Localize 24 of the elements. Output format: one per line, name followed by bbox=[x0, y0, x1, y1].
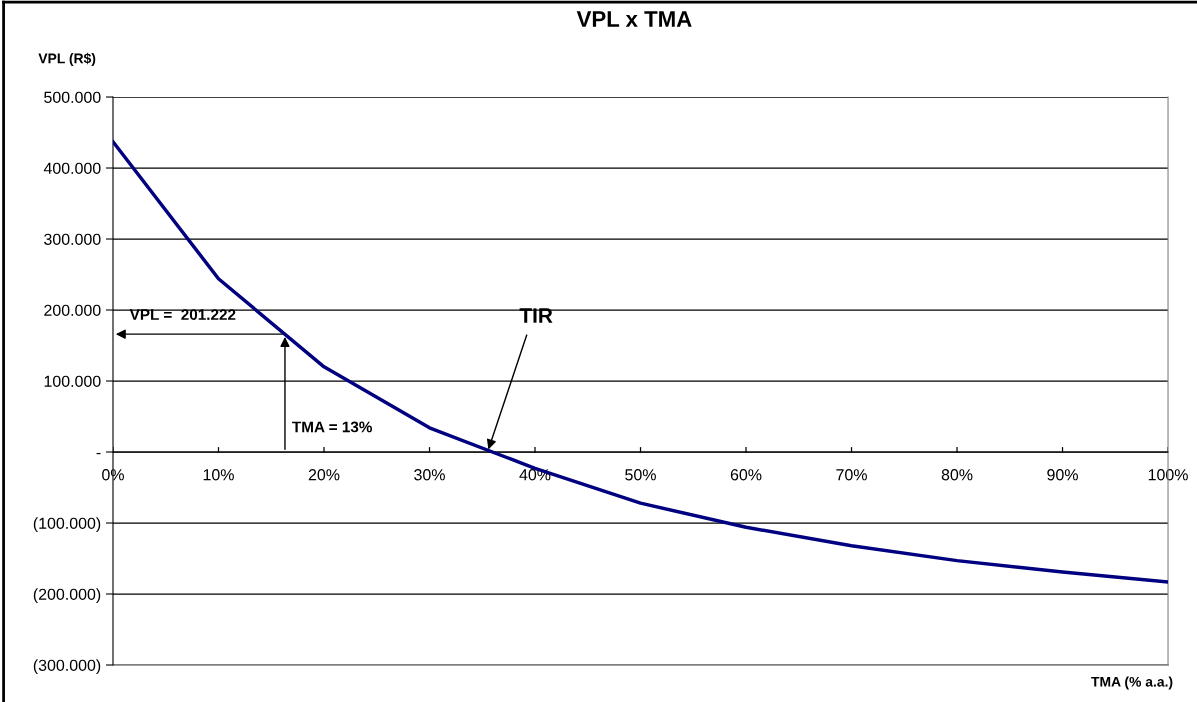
x-tick-label: 100% bbox=[1148, 469, 1188, 481]
y-tick-label: 500.000 bbox=[44, 91, 101, 103]
y-tick-label: 100.000 bbox=[44, 375, 101, 387]
chart-title: VPL x TMA bbox=[576, 11, 692, 27]
annotation: TMA = 13% bbox=[292, 421, 373, 433]
y-tick-label: (200.000) bbox=[33, 588, 101, 604]
y-axis-title: VPL (R$) bbox=[38, 52, 96, 67]
x-tick-label: 70% bbox=[836, 469, 867, 481]
annotation: VPL = 201.222 bbox=[129, 309, 236, 321]
x-tick-label: 60% bbox=[730, 469, 762, 481]
x-tick-label: 10% bbox=[203, 469, 234, 481]
x-tick-label: 90% bbox=[1047, 469, 1078, 481]
y-tick-label: - bbox=[96, 452, 101, 455]
y-tick-label: 300.000 bbox=[44, 233, 101, 245]
y-tick-label: 200.000 bbox=[44, 304, 101, 316]
x-tick-label: 50% bbox=[625, 469, 656, 481]
x-axis-title: TMA (% a.a.) bbox=[1091, 676, 1173, 690]
y-tick-label: (300.000) bbox=[33, 659, 101, 675]
y-tick-label: 400.000 bbox=[43, 162, 101, 174]
annotation: TIR bbox=[519, 308, 553, 323]
y-tick-label: (100.000) bbox=[33, 517, 101, 533]
x-tick-label: 20% bbox=[308, 469, 340, 481]
x-tick-label: 80% bbox=[941, 469, 973, 481]
x-tick-label: 30% bbox=[414, 469, 445, 481]
